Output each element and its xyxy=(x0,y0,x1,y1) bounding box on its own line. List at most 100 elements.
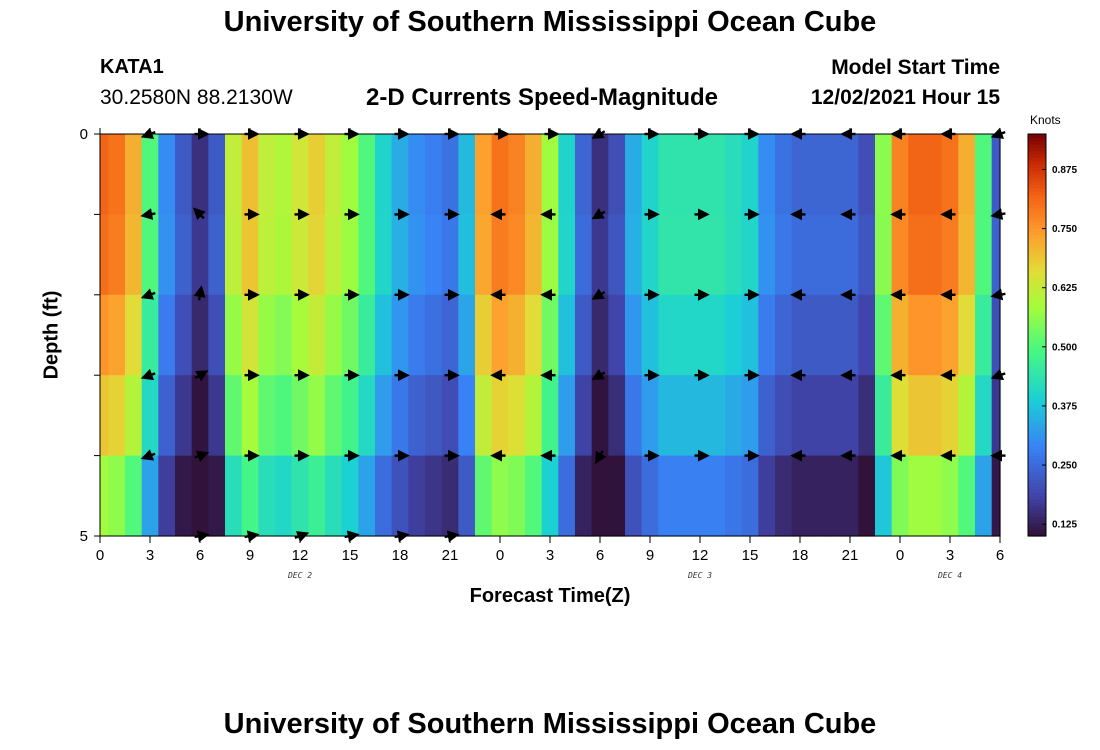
heatmap-cell xyxy=(991,214,1001,296)
heatmap-cell xyxy=(608,294,626,376)
colorbar-band xyxy=(1028,154,1046,159)
heatmap-cell xyxy=(958,455,976,537)
heatmap-cell xyxy=(758,455,776,537)
x-tick-label: 21 xyxy=(842,547,859,564)
heatmap-cell xyxy=(475,294,493,376)
y-tick-label: 0 xyxy=(80,126,88,143)
heatmap-cell xyxy=(908,375,926,457)
heatmap-cell xyxy=(625,134,643,215)
heatmap-cell xyxy=(125,294,143,376)
colorbar-band xyxy=(1028,134,1046,138)
heatmap-cell xyxy=(991,294,1001,376)
heatmap-cell xyxy=(358,134,376,215)
colorbar-band xyxy=(1028,207,1046,212)
heatmap-cell xyxy=(291,455,309,537)
heatmap-cell xyxy=(208,134,226,215)
heatmap-cell xyxy=(675,375,693,457)
heatmap-cell xyxy=(258,375,276,457)
model-start-value: 12/02/2021 Hour 15 xyxy=(810,86,1000,109)
heatmap-cell xyxy=(858,214,876,296)
colorbar-band xyxy=(1028,455,1046,460)
heatmap-cell xyxy=(141,375,159,457)
heatmap-cell xyxy=(158,294,176,376)
colorbar-band xyxy=(1028,164,1046,169)
heatmap-cell xyxy=(841,294,859,376)
colorbar-band xyxy=(1028,495,1046,500)
heatmap-cell xyxy=(925,214,943,296)
colorbar-band xyxy=(1028,314,1046,319)
heatmap-cell xyxy=(108,134,126,215)
colorbar-band xyxy=(1028,355,1046,360)
colorbar-band xyxy=(1028,358,1046,363)
heatmap-cell xyxy=(691,375,709,457)
heatmap-cell xyxy=(141,455,159,537)
heatmap-cell xyxy=(641,375,659,457)
colorbar-band xyxy=(1028,525,1046,530)
heatmap-cell xyxy=(791,134,809,215)
heatmap-cell xyxy=(241,375,259,457)
heatmap-cell xyxy=(441,455,459,537)
colorbar-band xyxy=(1028,509,1046,514)
heatmap-cell xyxy=(875,134,893,215)
heatmap-cell xyxy=(658,214,676,296)
heatmap-cell xyxy=(475,214,493,296)
heatmap-cell xyxy=(908,455,926,537)
heatmap-cell xyxy=(925,294,943,376)
heatmap-cell xyxy=(391,455,409,537)
heatmap-cell xyxy=(508,214,526,296)
current-vector-arrow xyxy=(140,288,156,300)
speed-heatmap xyxy=(100,134,1001,537)
colorbar-band xyxy=(1028,405,1046,410)
colorbar-tick-label: 0.125 xyxy=(1052,520,1077,531)
heatmap-cell xyxy=(558,455,576,537)
colorbar-band xyxy=(1028,304,1046,309)
colorbar-band xyxy=(1028,445,1046,450)
page-title: University of Southern Mississippi Ocean… xyxy=(223,6,877,38)
heatmap-cell xyxy=(425,294,443,376)
heatmap-cell xyxy=(858,294,876,376)
heatmap-cell xyxy=(541,294,559,376)
x-tick-label: 21 xyxy=(442,547,459,564)
heatmap-cell xyxy=(208,214,226,296)
colorbar-band xyxy=(1028,351,1046,356)
heatmap-cell xyxy=(775,134,793,215)
colorbar-band xyxy=(1028,448,1046,453)
heatmap-cell xyxy=(275,134,293,215)
colorbar-band xyxy=(1028,398,1046,403)
heatmap-cell xyxy=(525,294,543,376)
colorbar-band xyxy=(1028,217,1046,222)
heatmap-cell xyxy=(341,375,359,457)
heatmap-cell xyxy=(191,214,209,296)
heatmap-cell xyxy=(958,134,976,215)
heatmap-cell xyxy=(158,455,176,537)
heatmap-cell xyxy=(125,375,143,457)
heatmap-cell xyxy=(425,455,443,537)
heatmap-cell xyxy=(791,214,809,296)
colorbar-band xyxy=(1028,465,1046,470)
heatmap-cell xyxy=(741,294,759,376)
colorbar-band xyxy=(1028,160,1046,165)
colorbar-band xyxy=(1028,197,1046,202)
current-vector-arrow xyxy=(140,449,156,461)
heatmap-cell xyxy=(358,214,376,296)
heatmap-cell xyxy=(641,455,659,537)
heatmap-cell xyxy=(141,294,159,376)
heatmap-cell xyxy=(441,294,459,376)
x-tick-label: 6 xyxy=(996,547,1004,564)
colorbar-tick-label: 0.750 xyxy=(1052,224,1077,235)
colorbar-tick-label: 0.875 xyxy=(1052,165,1077,176)
heatmap-cell xyxy=(641,134,659,215)
heatmap-cell xyxy=(275,214,293,296)
heatmap-cell xyxy=(891,294,909,376)
colorbar-band xyxy=(1028,335,1046,339)
heatmap-cell xyxy=(741,214,759,296)
heatmap-cell xyxy=(291,375,309,457)
heatmap-cell xyxy=(741,134,759,215)
heatmap-cell xyxy=(175,375,193,457)
heatmap-cell xyxy=(891,375,909,457)
heatmap-cell xyxy=(208,294,226,376)
colorbar-band xyxy=(1028,341,1046,346)
colorbar-band xyxy=(1028,174,1046,179)
heatmap-cell xyxy=(691,455,709,537)
heatmap-cell xyxy=(475,375,493,457)
